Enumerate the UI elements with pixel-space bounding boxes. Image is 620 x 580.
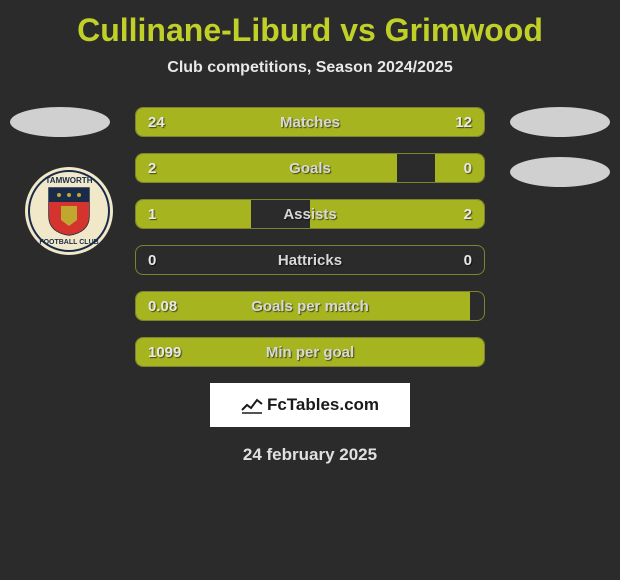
badge-text-bottom: FOOTBALL CLUB: [30, 239, 108, 246]
brand-box: FcTables.com: [210, 383, 410, 427]
shield-icon: [47, 186, 91, 236]
stat-bar-left: 1: [136, 200, 251, 228]
club-badge: TAMWORTH FOOTBALL CLUB: [25, 167, 113, 255]
stat-value-right: 0: [464, 246, 472, 274]
stat-bar-right: 2: [310, 200, 484, 228]
comparison-content: TAMWORTH FOOTBALL CLUB 2412Matches20Goal…: [0, 107, 620, 465]
stat-value-right: 0: [464, 160, 472, 177]
stat-value-left: 0: [148, 246, 156, 274]
stat-value-left: 24: [148, 114, 165, 131]
stat-value-left: 1099: [148, 344, 181, 361]
stat-row: 0 0Hattricks: [135, 245, 485, 275]
stat-row: 1099Min per goal: [135, 337, 485, 367]
player-avatar-left: [10, 107, 110, 137]
player-avatar-right-1: [510, 107, 610, 137]
stat-value-left: 0.08: [148, 298, 177, 315]
date-label: 24 february 2025: [0, 445, 620, 465]
stat-row: 20Goals: [135, 153, 485, 183]
chart-icon: [241, 396, 263, 414]
stat-value-right: 2: [464, 206, 472, 223]
stat-bar-left: 24: [136, 108, 369, 136]
stat-bar-right: 0: [435, 154, 484, 182]
brand-text: FcTables.com: [267, 395, 379, 415]
page-title: Cullinane-Liburd vs Grimwood: [0, 0, 620, 49]
stat-bar-right: 12: [369, 108, 484, 136]
player-avatar-right-2: [510, 157, 610, 187]
badge-text-top: TAMWORTH: [30, 176, 108, 185]
stat-label: Hattricks: [136, 246, 484, 274]
stat-bar-left: 2: [136, 154, 397, 182]
stat-row: 2412Matches: [135, 107, 485, 137]
stats-bars: 2412Matches20Goals12Assists00Hattricks0.…: [135, 107, 485, 367]
stat-value-right: 12: [455, 114, 472, 131]
stat-row: 12Assists: [135, 199, 485, 229]
stat-bar-left: 0.08: [136, 292, 470, 320]
stat-bar-left: 1099: [136, 338, 484, 366]
stat-value-left: 1: [148, 206, 156, 223]
page-subtitle: Club competitions, Season 2024/2025: [0, 59, 620, 77]
stat-value-left: 2: [148, 160, 156, 177]
stat-row: 0.08Goals per match: [135, 291, 485, 321]
